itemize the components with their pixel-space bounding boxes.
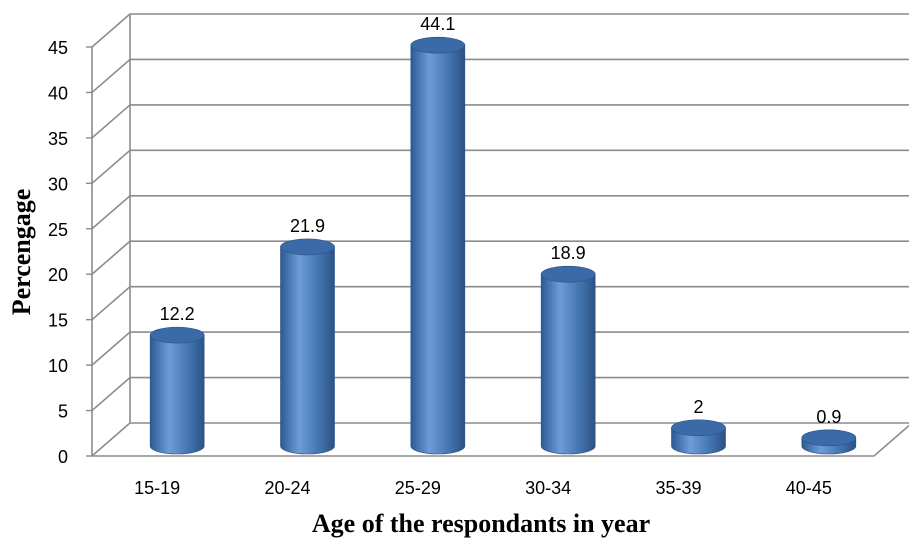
gridline [91,104,909,139]
bar-top [149,326,205,344]
y-tick-label: 15 [48,311,68,331]
bar [540,265,596,455]
gridline [91,58,909,94]
bar-body [149,334,205,455]
gridline [91,149,909,184]
y-axis-title: Percengage [7,189,36,316]
bar [149,326,205,455]
gridline [91,422,909,457]
bar [280,238,335,455]
bar-top [280,238,335,256]
y-tick-label: 0 [58,447,68,467]
gridline [91,240,909,275]
y-tick-label: 35 [48,129,68,149]
y-tick-label: 45 [48,38,68,58]
data-labels: 12.2 21.9 44.1 18.9 2 0.9 [160,14,842,427]
x-axis-title: Age of the respondants in year [312,509,650,538]
x-tick-label: 15-19 [134,478,180,498]
gridline [91,194,909,230]
gridline [91,376,909,412]
y-tick-label: 10 [48,356,68,376]
data-label: 2 [693,397,703,417]
data-label: 12.2 [160,304,195,324]
bar-top [540,265,596,283]
data-label: 18.9 [551,243,586,263]
gridline [91,331,909,366]
y-tick-label: 5 [58,402,68,422]
x-tick-label: 35-39 [655,478,701,498]
bar-body [540,273,596,455]
data-label: 21.9 [290,216,325,236]
bars [149,36,857,455]
y-tick-label: 40 [48,83,68,103]
x-tick-label: 30-34 [525,478,571,498]
x-tick-label: 40-45 [786,478,832,498]
data-label: 44.1 [420,14,455,34]
bar-body [410,44,466,455]
y-tick-label: 25 [48,220,68,240]
bar [410,36,466,455]
bar [801,429,857,455]
data-label: 0.9 [816,407,841,427]
bar-top [410,36,466,54]
floor-edge [92,424,909,457]
bar-top [671,419,726,437]
bar-body [280,246,335,455]
bar [671,419,726,455]
axes: 0 5 10 15 20 25 30 35 40 45 15-19 20-24 25-29 30-34 35… [48,38,909,498]
gridline [91,285,909,321]
x-tick-label: 20-24 [264,478,310,498]
gridline [91,13,909,48]
x-tick-label: 25-29 [395,478,441,498]
y-tick-label: 20 [48,265,68,285]
y-tick-label: 30 [48,174,68,194]
gridlines [91,13,909,457]
bar-top [801,429,857,447]
